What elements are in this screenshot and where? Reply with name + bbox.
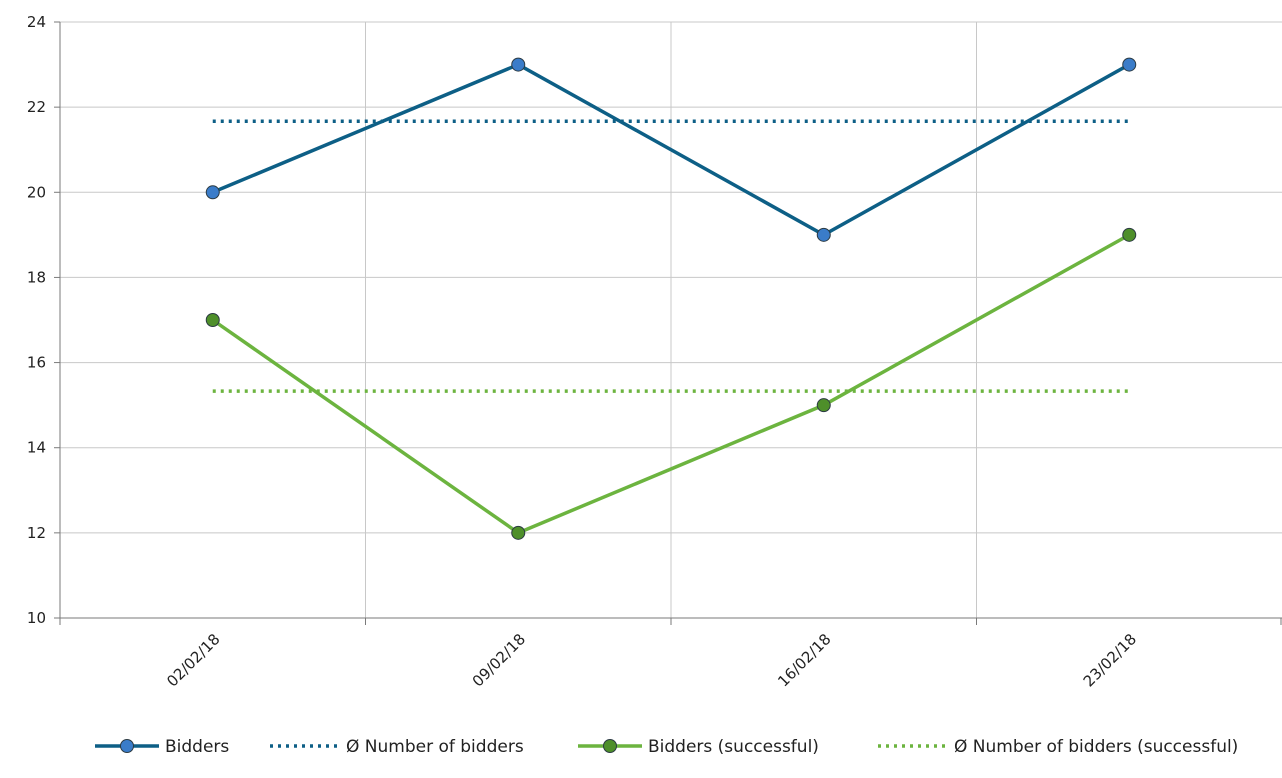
data-point (205, 185, 220, 200)
legend: Bidders Ø Number of bidders Bidders (succe… (95, 737, 1238, 757)
series-layer (205, 57, 1137, 540)
data-point (1122, 57, 1137, 72)
series-0 (205, 57, 1137, 242)
y-tick-label: 20 (27, 183, 46, 201)
legend-label: Ø Number of bidders (346, 737, 524, 757)
legend-item-2: Bidders (successful) (578, 737, 819, 757)
y-tick-label: 14 (27, 439, 46, 457)
data-point (511, 57, 526, 72)
legend-label: Ø Number of bidders (successful) (954, 737, 1238, 757)
data-point (1122, 227, 1137, 242)
x-tick-label: 02/02/18 (163, 630, 223, 690)
series-2 (205, 227, 1137, 540)
data-point (816, 398, 831, 413)
y-tick-label: 12 (27, 524, 46, 542)
grid (60, 21, 1282, 619)
series-line (212, 62, 1131, 237)
data-point (205, 313, 220, 327)
legend-label: Bidders (successful) (648, 737, 819, 757)
legend-label: Bidders (165, 737, 229, 757)
legend-item-3: Ø Number of bidders (successful) (878, 737, 1238, 757)
y-tick-label: 18 (27, 268, 46, 286)
legend-marker (603, 739, 617, 753)
series-line (211, 233, 1131, 535)
y-tick-label: 24 (27, 13, 46, 31)
y-tick-label: 16 (27, 354, 46, 372)
x-tick-label: 09/02/18 (469, 630, 529, 690)
legend-marker (120, 739, 134, 753)
data-point (511, 525, 526, 540)
axes: 10 12 14 16 18 20 22 24 02/02/18 09/02/18 16/02/18… (27, 13, 1282, 690)
y-tick-label: 22 (27, 98, 46, 116)
legend-item-1: Ø Number of bidders (270, 737, 524, 757)
x-tick-label: 16/02/18 (774, 630, 834, 690)
legend-item-0: Bidders (95, 737, 229, 757)
data-point (816, 227, 831, 242)
x-tick-label: 23/02/18 (1080, 630, 1140, 690)
y-tick-label: 10 (27, 609, 46, 627)
